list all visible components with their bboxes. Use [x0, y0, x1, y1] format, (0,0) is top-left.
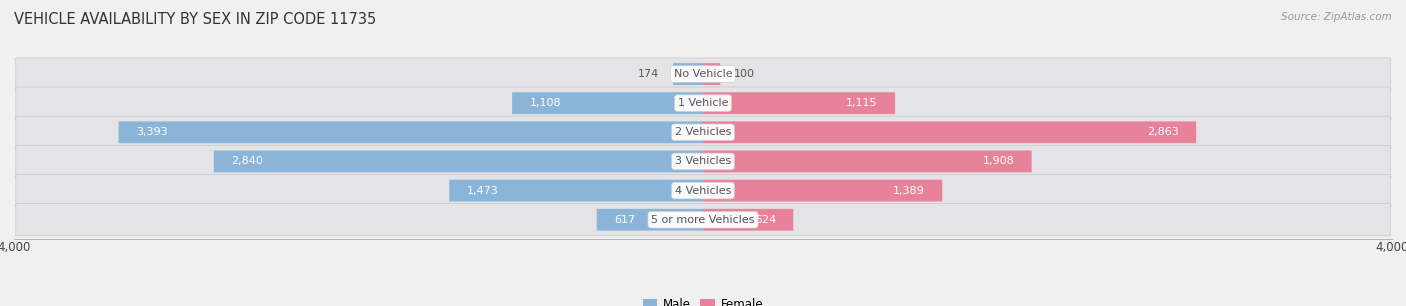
- Text: 1 Vehicle: 1 Vehicle: [678, 98, 728, 108]
- FancyBboxPatch shape: [703, 209, 793, 231]
- FancyBboxPatch shape: [15, 145, 1391, 177]
- Text: 100: 100: [734, 69, 755, 79]
- FancyBboxPatch shape: [703, 151, 1032, 172]
- Text: 2,840: 2,840: [231, 156, 263, 166]
- FancyBboxPatch shape: [703, 63, 720, 85]
- Text: 1,473: 1,473: [467, 186, 498, 196]
- Text: 1,108: 1,108: [530, 98, 561, 108]
- Text: 617: 617: [614, 215, 636, 225]
- FancyBboxPatch shape: [703, 180, 942, 201]
- FancyBboxPatch shape: [214, 151, 703, 172]
- Text: 4 Vehicles: 4 Vehicles: [675, 186, 731, 196]
- Text: VEHICLE AVAILABILITY BY SEX IN ZIP CODE 11735: VEHICLE AVAILABILITY BY SEX IN ZIP CODE …: [14, 12, 377, 27]
- FancyBboxPatch shape: [512, 92, 703, 114]
- FancyBboxPatch shape: [450, 180, 703, 201]
- Text: 2 Vehicles: 2 Vehicles: [675, 127, 731, 137]
- Text: 1,115: 1,115: [846, 98, 877, 108]
- FancyBboxPatch shape: [15, 58, 1391, 90]
- Text: 174: 174: [638, 69, 659, 79]
- Text: 1,389: 1,389: [893, 186, 925, 196]
- FancyBboxPatch shape: [673, 63, 703, 85]
- FancyBboxPatch shape: [15, 203, 1391, 236]
- Text: 3,393: 3,393: [136, 127, 167, 137]
- Text: 2,863: 2,863: [1147, 127, 1178, 137]
- FancyBboxPatch shape: [118, 121, 703, 143]
- Text: 1,908: 1,908: [983, 156, 1014, 166]
- FancyBboxPatch shape: [15, 174, 1391, 207]
- Legend: Male, Female: Male, Female: [638, 293, 768, 306]
- Text: No Vehicle: No Vehicle: [673, 69, 733, 79]
- FancyBboxPatch shape: [15, 87, 1391, 119]
- Text: Source: ZipAtlas.com: Source: ZipAtlas.com: [1281, 12, 1392, 22]
- FancyBboxPatch shape: [15, 116, 1391, 148]
- Text: 524: 524: [755, 215, 776, 225]
- Text: 5 or more Vehicles: 5 or more Vehicles: [651, 215, 755, 225]
- FancyBboxPatch shape: [703, 92, 896, 114]
- Text: 3 Vehicles: 3 Vehicles: [675, 156, 731, 166]
- FancyBboxPatch shape: [703, 121, 1197, 143]
- FancyBboxPatch shape: [596, 209, 703, 231]
